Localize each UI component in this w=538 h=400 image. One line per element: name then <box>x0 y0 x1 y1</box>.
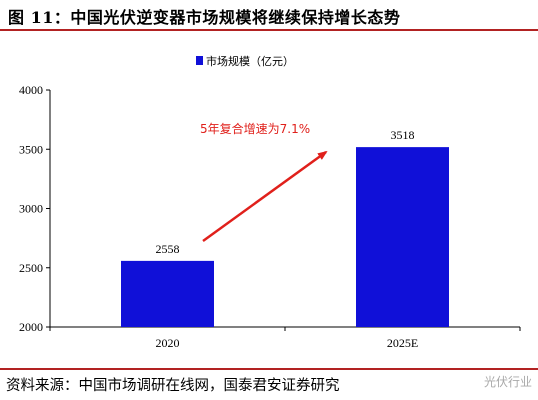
title-rule <box>0 29 538 31</box>
x-tick-label: 2020 <box>156 336 180 350</box>
y-tick-label: 2500 <box>19 261 43 275</box>
growth-annotation: 5年复合增速为7.1% <box>200 121 328 243</box>
figure-title-bar: 图 11：中国光伏逆变器市场规模将继续保持增长态势 <box>0 0 538 30</box>
y-tick-label: 4000 <box>19 83 43 97</box>
source-note: 资料来源：中国市场调研在线网，国泰君安证券研究 <box>6 378 340 394</box>
bar-2020 <box>121 260 214 327</box>
watermark: 光伏行业 <box>483 375 532 389</box>
growth-arrow <box>202 150 328 243</box>
legend-swatch <box>196 56 203 65</box>
x-tick-label: 2025E <box>387 336 418 350</box>
y-tick-label: 2000 <box>19 320 43 334</box>
bar-value-label: 3518 <box>391 128 415 142</box>
source-rule <box>0 368 538 370</box>
y-tick-label: 3500 <box>19 142 43 156</box>
y-tick-label: 3000 <box>19 202 43 216</box>
figure-title: 图 11：中国光伏逆变器市场规模将继续保持增长态势 <box>8 8 401 27</box>
bar-2025E <box>356 147 449 327</box>
chart-legend: 市场规模（亿元） <box>196 54 294 68</box>
bar-value-label: 2558 <box>156 242 180 256</box>
growth-annotation-text: 5年复合增速为7.1% <box>200 121 310 136</box>
legend-label: 市场规模（亿元） <box>206 54 294 68</box>
bar-chart: 市场规模（亿元） 2000 2500 3000 3500 4000 2558 2020 35… <box>19 54 521 350</box>
bar-group: 2558 2020 3518 2025E <box>121 128 449 350</box>
